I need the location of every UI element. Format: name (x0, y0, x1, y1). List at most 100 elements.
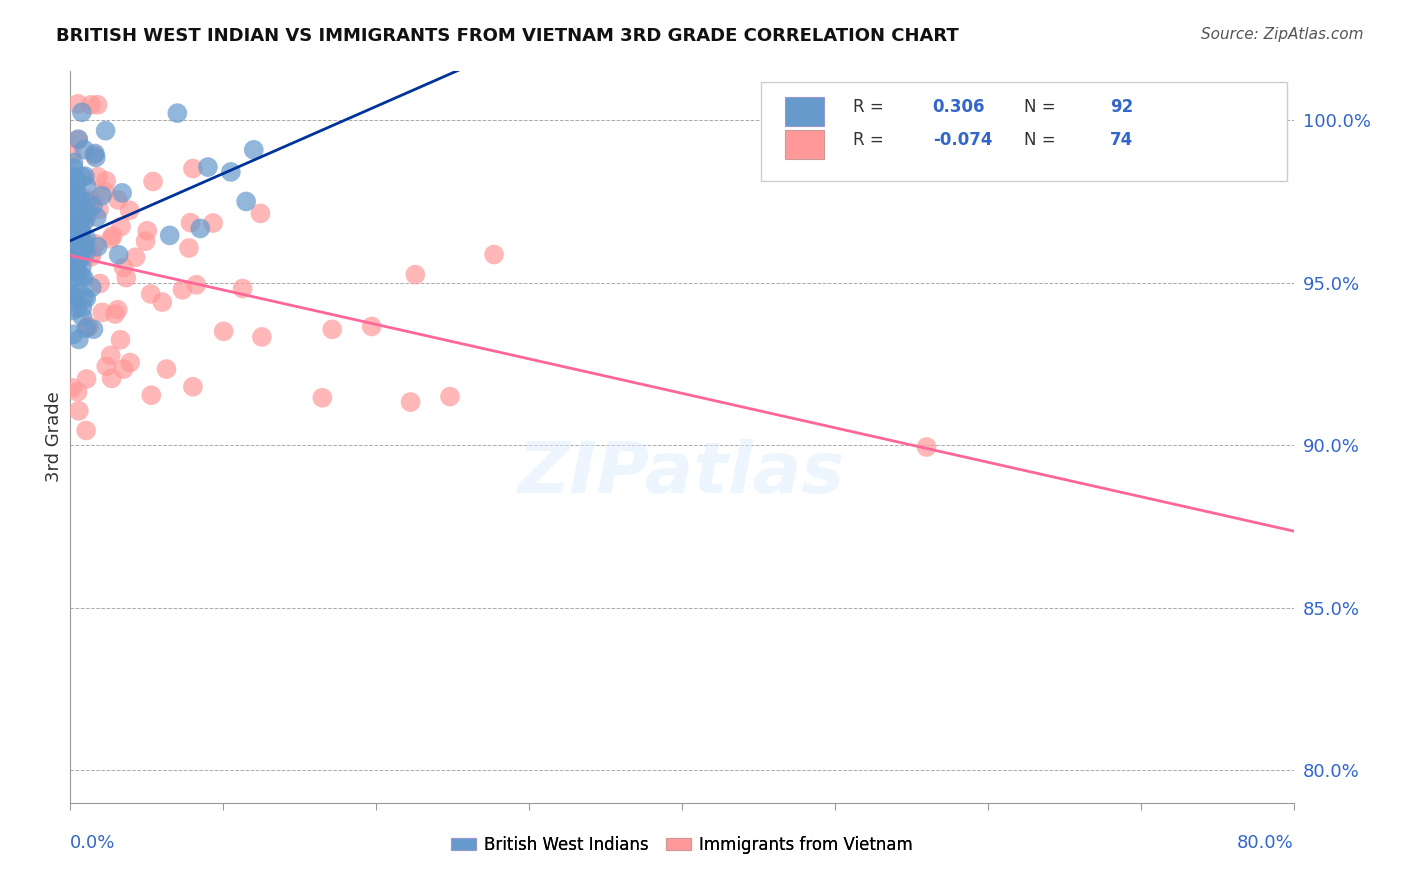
Point (87, 169, 110, 184)
Point (100, 371, 122, 385)
Point (141, 388, 163, 402)
Point (80, 194, 103, 209)
Point (63, 262, 86, 277)
Point (65, 224, 87, 238)
Point (482, 247, 505, 261)
Point (188, 221, 211, 235)
Point (91, 188, 114, 202)
Point (77, 320, 100, 334)
Point (72, 200, 94, 214)
Point (65, 227, 87, 241)
Point (63, 230, 86, 244)
Point (84, 150, 107, 164)
Point (65, 236, 87, 251)
Point (67, 209, 90, 223)
Point (60, 169, 83, 184)
Point (249, 206, 271, 220)
Point (75, 213, 97, 227)
Point (67, 211, 90, 225)
Point (181, 380, 204, 394)
Point (86, 210, 108, 224)
Point (155, 362, 177, 376)
FancyBboxPatch shape (785, 130, 824, 159)
Point (250, 330, 273, 344)
Point (75, 245, 97, 260)
Point (135, 234, 157, 248)
Point (360, 319, 382, 334)
Point (69, 252, 91, 266)
Point (67, 251, 90, 265)
Point (62, 161, 84, 175)
Point (107, 193, 129, 207)
Y-axis label: 3rd Grade: 3rd Grade (45, 392, 63, 483)
Point (100, 348, 122, 362)
Point (84, 146, 107, 161)
Point (70, 268, 93, 283)
Point (69, 215, 91, 229)
Point (62, 290, 84, 304)
Point (62, 248, 84, 262)
Point (60, 180, 83, 194)
FancyBboxPatch shape (785, 97, 824, 127)
Point (66, 287, 89, 301)
Point (179, 216, 201, 230)
Point (86, 240, 108, 254)
Text: R =: R = (853, 98, 889, 116)
Point (60, 225, 83, 239)
Text: N =: N = (1025, 98, 1062, 116)
Point (181, 161, 204, 176)
Text: 0.0%: 0.0% (70, 834, 115, 852)
Point (100, 232, 122, 246)
Point (166, 106, 188, 120)
Point (63, 220, 86, 235)
Point (66, 270, 89, 285)
Point (72, 301, 94, 315)
Point (66, 96, 89, 111)
Point (212, 324, 235, 338)
Point (89, 277, 111, 291)
Point (62, 294, 84, 309)
Point (172, 283, 194, 297)
Point (69, 227, 91, 241)
Point (66, 226, 89, 240)
Point (70, 260, 93, 274)
Point (65, 251, 87, 265)
Point (73, 214, 96, 228)
Point (197, 160, 219, 174)
Point (69, 218, 91, 232)
Point (63, 237, 86, 252)
Point (67, 404, 90, 418)
Text: 80.0%: 80.0% (1237, 834, 1294, 852)
Point (82, 199, 104, 213)
Legend: British West Indians, Immigrants from Vietnam: British West Indians, Immigrants from Vi… (444, 829, 920, 860)
Point (65, 227, 87, 241)
Text: BRITISH WEST INDIAN VS IMMIGRANTS FROM VIETNAM 3RD GRADE CORRELATION CHART: BRITISH WEST INDIAN VS IMMIGRANTS FROM V… (56, 27, 959, 45)
Point (84, 236, 107, 251)
Point (62, 327, 84, 342)
Point (186, 277, 208, 292)
Point (107, 248, 129, 262)
Point (110, 333, 132, 347)
Point (219, 165, 242, 179)
Point (235, 194, 257, 209)
Point (87, 202, 110, 217)
Point (62, 155, 84, 169)
Point (65, 198, 87, 212)
Point (439, 390, 461, 404)
Point (77, 319, 100, 334)
Point (65, 201, 87, 215)
Point (399, 395, 422, 409)
Point (73, 143, 96, 157)
Point (60, 259, 83, 273)
Point (202, 216, 225, 230)
Point (66, 301, 89, 316)
Text: -0.074: -0.074 (932, 131, 993, 149)
Point (60, 381, 83, 395)
Point (66, 384, 89, 399)
Point (70, 105, 93, 120)
Point (93, 185, 115, 199)
Point (136, 224, 159, 238)
Point (112, 260, 135, 275)
Point (177, 241, 200, 255)
Point (80, 280, 103, 294)
